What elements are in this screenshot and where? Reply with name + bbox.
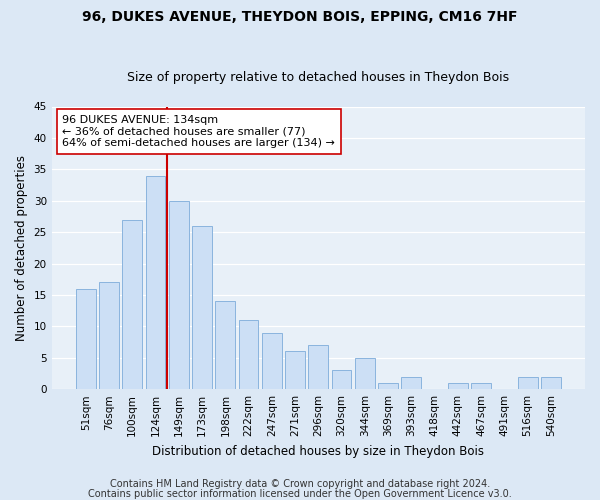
Bar [215,301,235,389]
Text: Contains HM Land Registry data © Crown copyright and database right 2024.: Contains HM Land Registry data © Crown c… [110,479,490,489]
Bar [262,332,282,389]
Bar [308,345,328,389]
Bar [285,352,305,389]
Bar [122,220,142,389]
Bar [192,226,212,389]
Text: 96, DUKES AVENUE, THEYDON BOIS, EPPING, CM16 7HF: 96, DUKES AVENUE, THEYDON BOIS, EPPING, … [82,10,518,24]
Bar [146,176,166,389]
X-axis label: Distribution of detached houses by size in Theydon Bois: Distribution of detached houses by size … [152,444,484,458]
Title: Size of property relative to detached houses in Theydon Bois: Size of property relative to detached ho… [127,72,509,85]
Y-axis label: Number of detached properties: Number of detached properties [15,155,28,341]
Bar [378,383,398,389]
Bar [471,383,491,389]
Text: 96 DUKES AVENUE: 134sqm
← 36% of detached houses are smaller (77)
64% of semi-de: 96 DUKES AVENUE: 134sqm ← 36% of detache… [62,115,335,148]
Bar [332,370,352,389]
Bar [99,282,119,389]
Text: Contains public sector information licensed under the Open Government Licence v3: Contains public sector information licen… [88,489,512,499]
Bar [355,358,375,389]
Bar [448,383,468,389]
Bar [518,376,538,389]
Bar [401,376,421,389]
Bar [239,320,259,389]
Bar [76,288,95,389]
Bar [541,376,561,389]
Bar [169,200,188,389]
